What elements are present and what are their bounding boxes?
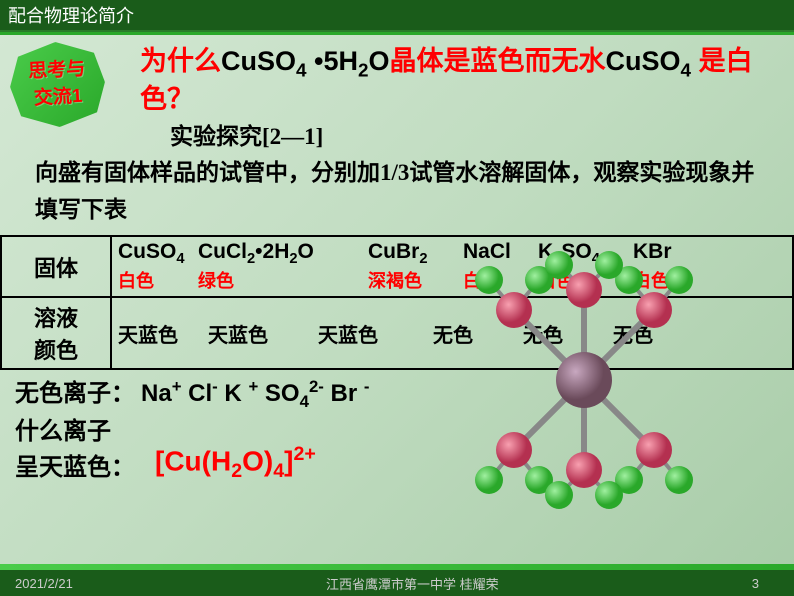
q-formula2: CuSO4	[606, 46, 699, 76]
solid-color: 深褐色	[368, 267, 463, 293]
badge-line1: 思考与	[28, 56, 86, 86]
footer-bar: 2021/2/21 江西省鹰潭市第一中学 桂耀荣 3	[0, 570, 794, 596]
q-part2: 晶体是蓝色而无水	[390, 46, 606, 76]
solutions-cell: 天蓝色天蓝色天蓝色无色无色无色	[111, 297, 793, 369]
solid-formula: CuSO4	[118, 240, 198, 267]
label-solution: 溶液 颜色	[1, 297, 111, 369]
q-part1: 为什么	[140, 46, 221, 76]
label-solid: 固体	[1, 236, 111, 297]
solid-color: 白色	[633, 267, 693, 293]
footer-date: 2021/2/21	[15, 576, 73, 591]
main-question: 为什么CuSO4 •5H2O晶体是蓝色而无水CuSO4 是白色？	[140, 45, 794, 115]
think-badge: 思考与 交流1	[8, 40, 107, 130]
solid-formula: CuCl2•2H2O	[198, 240, 368, 267]
divider	[0, 32, 794, 35]
badge-line2: 交流1	[33, 83, 83, 112]
ion-section: 无色离子： Na+ Cl- K + SO42- Br - 什么离子 呈天蓝色： …	[15, 374, 779, 486]
which-ion-label2: 呈天蓝色：	[15, 450, 135, 486]
ion-list: Na+ Cl- K + SO42- Br -	[141, 380, 369, 407]
solid-formula: KBr	[633, 240, 693, 263]
solid-formula: CuBr2	[368, 240, 463, 267]
solid-formula: K2SO4	[538, 240, 633, 267]
solid-color: 白色	[538, 267, 633, 293]
solution-color: 天蓝色	[318, 319, 433, 348]
instruction-text: 向盛有固体样品的试管中，分别加1/3试管水溶解固体，观察实验现象并填写下表	[35, 155, 774, 229]
footer-page: 3	[752, 576, 759, 591]
data-table: 固体 CuSO4CuCl2•2H2OCuBr2NaClK2SO4KBr 白色绿色…	[0, 235, 794, 370]
footer-school: 江西省鹰潭市第一中学 桂耀荣	[326, 574, 499, 593]
solution-color: 无色	[523, 319, 613, 348]
solid-color: 绿色	[198, 267, 368, 293]
solution-color: 无色	[613, 319, 673, 348]
table-row-solutions: 溶液 颜色 天蓝色天蓝色天蓝色无色无色无色	[1, 297, 793, 369]
solids-cell: CuSO4CuCl2•2H2OCuBr2NaClK2SO4KBr 白色绿色深褐色…	[111, 236, 793, 297]
q-formula1: CuSO4 •5H2O	[221, 46, 390, 76]
which-ion-label1: 什么离子	[15, 414, 135, 450]
table-row-solids: 固体 CuSO4CuCl2•2H2OCuBr2NaClK2SO4KBr 白色绿色…	[1, 236, 793, 297]
experiment-title: 实验探究[2—1]	[170, 117, 794, 151]
solution-color: 无色	[433, 319, 523, 348]
solid-formula: NaCl	[463, 240, 538, 263]
solution-color: 天蓝色	[208, 319, 318, 348]
colorless-label: 无色离子：	[15, 381, 135, 407]
title-bar: 配合物理论简介	[0, 0, 794, 32]
solid-color: 白色	[118, 267, 198, 293]
solution-color: 天蓝色	[118, 319, 208, 348]
answer-formula: [Cu(H2O)4]2+	[155, 440, 316, 486]
solid-color: 白色	[463, 267, 538, 293]
